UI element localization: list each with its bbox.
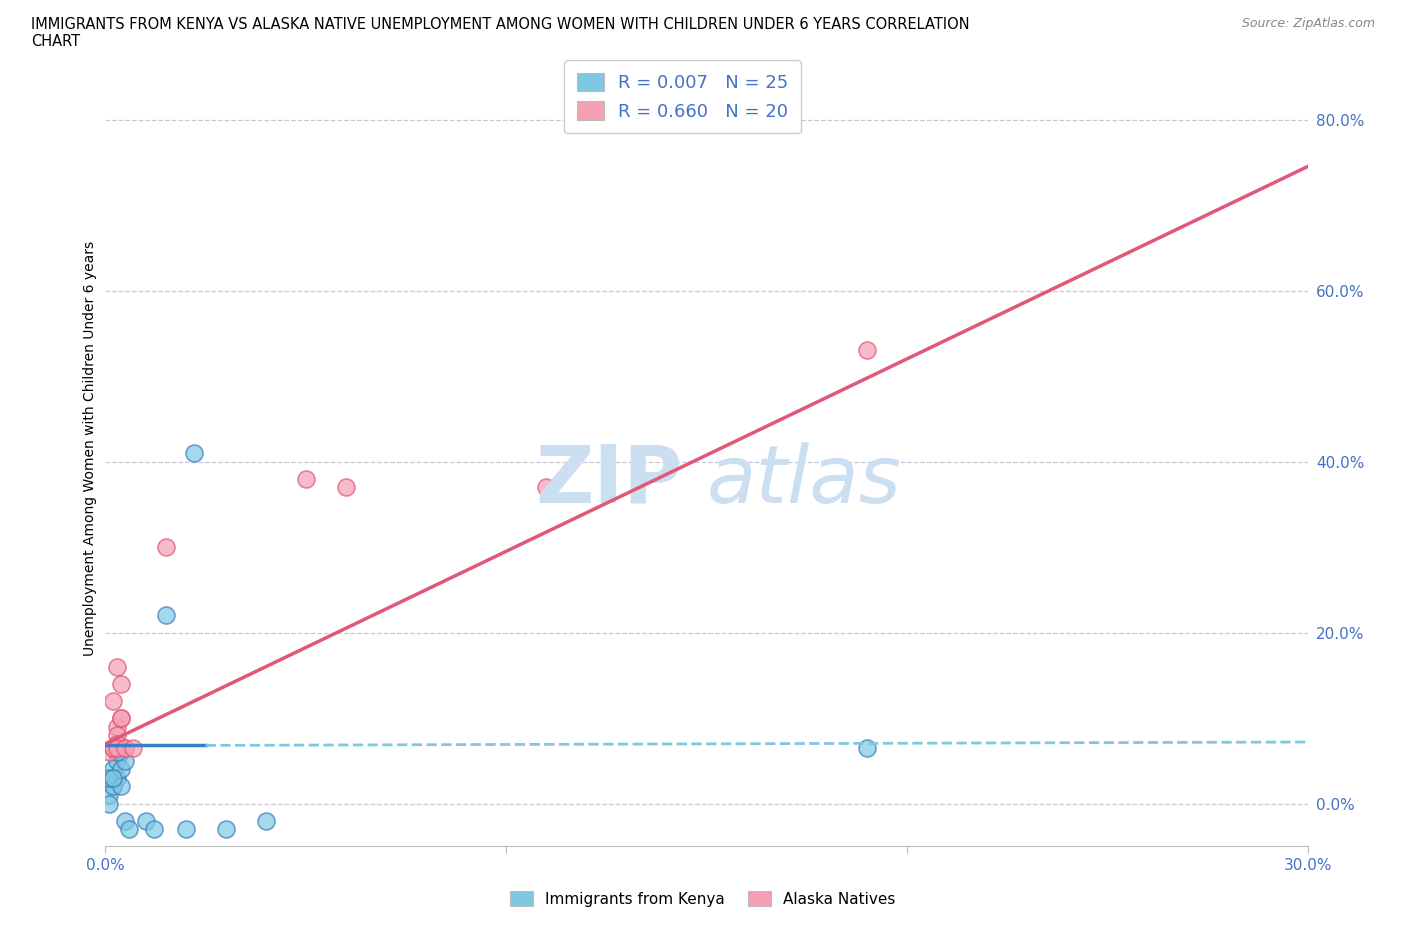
Point bbox=[103, 779, 125, 794]
Point bbox=[214, 822, 236, 837]
Point bbox=[254, 813, 277, 828]
Point bbox=[107, 737, 129, 751]
Point bbox=[110, 711, 132, 725]
Text: atlas: atlas bbox=[707, 442, 901, 520]
Point bbox=[114, 740, 136, 755]
Point bbox=[110, 762, 132, 777]
Point bbox=[142, 822, 165, 837]
Point bbox=[114, 740, 136, 755]
Point bbox=[174, 822, 197, 837]
Y-axis label: Unemployment Among Women with Children Under 6 years: Unemployment Among Women with Children U… bbox=[83, 241, 97, 657]
Point bbox=[155, 608, 177, 623]
Point bbox=[98, 796, 121, 811]
Point bbox=[103, 779, 125, 794]
Point bbox=[98, 770, 121, 785]
Legend: Immigrants from Kenya, Alaska Natives: Immigrants from Kenya, Alaska Natives bbox=[505, 885, 901, 913]
Point bbox=[98, 745, 121, 760]
Point bbox=[110, 676, 132, 691]
Point bbox=[103, 762, 125, 777]
Text: Source: ZipAtlas.com: Source: ZipAtlas.com bbox=[1241, 17, 1375, 30]
Point bbox=[122, 740, 145, 755]
Point bbox=[135, 813, 157, 828]
Point bbox=[107, 737, 129, 751]
Point bbox=[155, 539, 177, 554]
Point bbox=[110, 745, 132, 760]
Point bbox=[107, 727, 129, 742]
Point bbox=[103, 740, 125, 755]
Point bbox=[335, 480, 357, 495]
Point bbox=[103, 740, 125, 755]
Point bbox=[107, 770, 129, 785]
Point bbox=[534, 480, 557, 495]
Legend: R = 0.007   N = 25, R = 0.660   N = 20: R = 0.007 N = 25, R = 0.660 N = 20 bbox=[564, 60, 801, 133]
Point bbox=[855, 343, 877, 358]
Point bbox=[110, 711, 132, 725]
Point bbox=[107, 659, 129, 674]
Point bbox=[107, 740, 129, 755]
Point bbox=[103, 694, 125, 709]
Text: IMMIGRANTS FROM KENYA VS ALASKA NATIVE UNEMPLOYMENT AMONG WOMEN WITH CHILDREN UN: IMMIGRANTS FROM KENYA VS ALASKA NATIVE U… bbox=[31, 17, 970, 32]
Point bbox=[107, 745, 129, 760]
Point bbox=[114, 813, 136, 828]
Point bbox=[855, 740, 877, 755]
Point bbox=[118, 822, 141, 837]
Point bbox=[110, 779, 132, 794]
Point bbox=[114, 753, 136, 768]
Point bbox=[103, 770, 125, 785]
Point bbox=[98, 788, 121, 803]
Text: CHART: CHART bbox=[31, 34, 80, 49]
Point bbox=[183, 445, 205, 460]
Text: ZIP: ZIP bbox=[536, 442, 682, 520]
Point bbox=[107, 719, 129, 734]
Point bbox=[107, 753, 129, 768]
Point bbox=[295, 472, 318, 486]
